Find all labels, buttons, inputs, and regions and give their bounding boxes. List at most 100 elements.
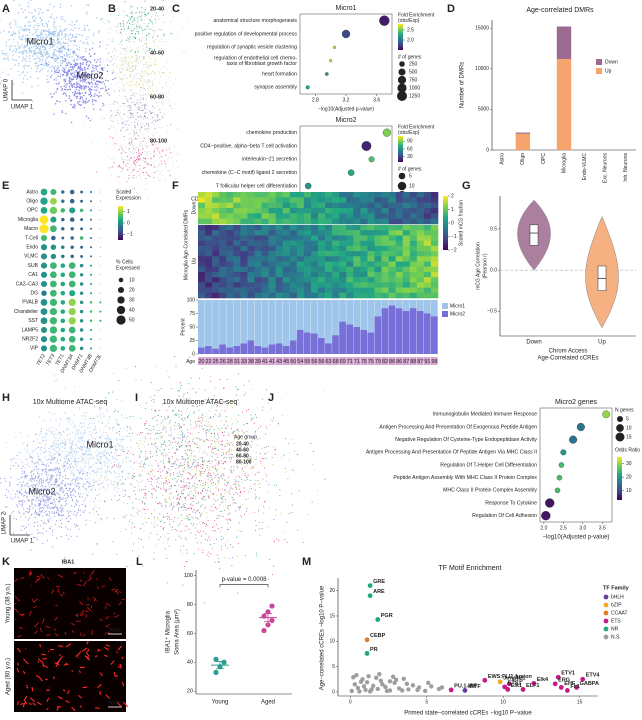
heatmap-cell [339, 202, 347, 209]
umap-cells [31, 352, 326, 604]
label: Microglia [561, 153, 567, 173]
label: 15000 [475, 25, 489, 31]
dot [379, 15, 390, 26]
heatmap-cell [388, 235, 396, 241]
heatmap-cell [240, 208, 248, 214]
dot [79, 319, 84, 323]
heatmap-cell [346, 245, 354, 252]
label: 40 [129, 307, 135, 313]
label: CCAAT [611, 610, 628, 616]
point [415, 687, 420, 693]
bar [515, 132, 531, 134]
heatmap-cell [346, 202, 354, 209]
heatmap-cell [381, 218, 389, 225]
heatmap-cell [416, 251, 425, 257]
heatmap-cell [367, 277, 375, 283]
dot [90, 347, 92, 350]
point [377, 672, 382, 677]
label: 56 [318, 359, 324, 365]
dot [40, 299, 48, 306]
legend-dot [398, 172, 406, 180]
heatmap-cell [240, 230, 248, 236]
point [221, 659, 227, 665]
heatmap-cell [416, 292, 425, 299]
label: 500 [409, 69, 418, 75]
heatmap-cell [332, 225, 340, 231]
colorbar [443, 196, 448, 250]
heatmap-cell [233, 277, 241, 283]
heatmap-cell [423, 240, 432, 247]
heatmap-cell [346, 197, 354, 203]
age-tile [282, 357, 290, 365]
bar [275, 343, 283, 354]
heatmap-cell [409, 251, 418, 257]
heatmap-cell [360, 251, 368, 257]
label: synapse assembly [254, 85, 297, 91]
dot [68, 271, 76, 279]
heatmap-cell [233, 245, 241, 252]
heatmap-cell [212, 256, 220, 262]
dot [90, 246, 92, 249]
heatmap-cell [416, 271, 425, 278]
heatmap-cell [205, 213, 213, 219]
label: CA2–CA3 [16, 281, 38, 287]
dot [100, 274, 101, 276]
label: 1250 [409, 93, 420, 99]
heatmap-cell [254, 225, 262, 231]
bar [353, 327, 361, 354]
heatmap-cell [423, 192, 432, 198]
dot [90, 283, 92, 285]
heatmap-cell [296, 240, 305, 247]
heatmap-cell [268, 240, 276, 247]
heatmap-cell [416, 230, 425, 236]
heatmap-cell [318, 271, 326, 278]
dot [80, 254, 84, 258]
umap-cells [100, 41, 175, 111]
heatmap-cell [374, 230, 382, 236]
heatmap-cell [310, 218, 319, 225]
heatmap-cell [416, 213, 425, 219]
heatmap-cell [310, 245, 319, 252]
heatmap-cell [247, 292, 255, 299]
label: H [2, 392, 10, 404]
heatmap-cell [303, 213, 312, 219]
dot [100, 219, 101, 221]
label: GABPA [580, 681, 599, 687]
label: 3.0 [579, 525, 586, 531]
label: CEBP [370, 633, 386, 639]
heatmap-cell [409, 208, 418, 214]
label: Micro1 [26, 36, 53, 46]
legend-dot [116, 315, 126, 325]
dot [100, 200, 101, 202]
heatmap-cell [332, 256, 340, 262]
dot [49, 307, 58, 316]
heatmap-cell [275, 256, 284, 262]
dot [90, 227, 92, 230]
heatmap-cell [226, 192, 234, 198]
heatmap-cell [254, 271, 262, 278]
label: Oligo [520, 153, 526, 165]
bar [395, 300, 403, 309]
heatmap-cell [212, 277, 220, 283]
heatmap-cell [332, 271, 340, 278]
heatmap-cell [275, 225, 284, 231]
heatmap-cell [275, 218, 284, 225]
dot [50, 262, 57, 269]
label: 25 [189, 338, 195, 344]
legend-dot [398, 68, 406, 76]
heatmap-cell [282, 271, 291, 278]
heatmap-cell [325, 245, 333, 252]
heatmap-cell [409, 225, 418, 231]
heatmap-cell [353, 282, 361, 288]
label: 750 [409, 77, 418, 83]
heatmap-cell [254, 256, 262, 262]
heatmap-cell [395, 197, 404, 203]
point [354, 673, 359, 678]
dot [80, 199, 84, 203]
heatmap-cell [198, 202, 206, 209]
label: Antigen Processing And Presentation Of P… [366, 450, 537, 456]
label: TF Motif Enrichment [438, 565, 501, 572]
bar [360, 329, 368, 354]
dot [70, 236, 74, 240]
label: IBA1 [62, 559, 75, 565]
